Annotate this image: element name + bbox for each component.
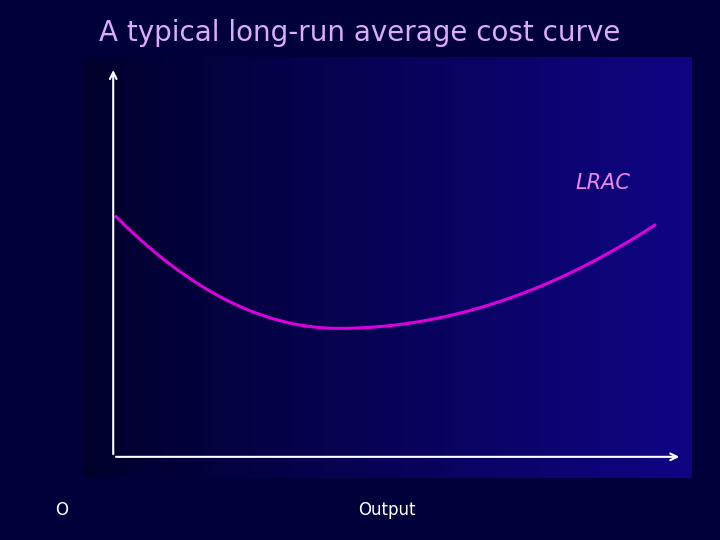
Text: O: O	[55, 501, 68, 519]
Text: LRAC: LRAC	[575, 173, 631, 193]
Text: A typical long-run average cost curve: A typical long-run average cost curve	[99, 19, 621, 47]
Text: Output: Output	[359, 501, 415, 519]
